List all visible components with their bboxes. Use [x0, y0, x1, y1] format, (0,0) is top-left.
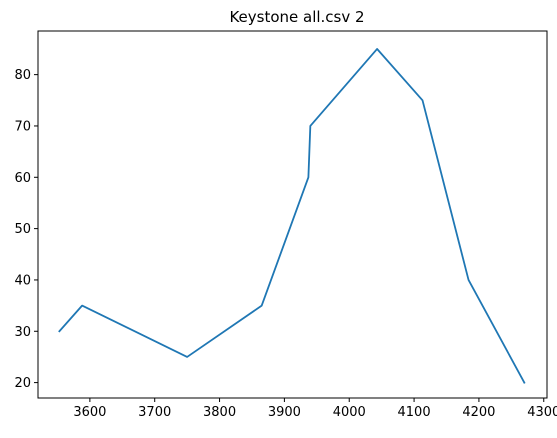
axes-frame: [37, 30, 548, 399]
chart-title: Keystone all.csv 2: [229, 8, 364, 26]
x-tick-label: 4200: [462, 405, 495, 420]
x-tick-label: 3700: [138, 405, 171, 420]
series-layer: [58, 48, 526, 384]
x-tick-label: 4100: [398, 405, 431, 420]
x-tick-label: 4300: [527, 405, 557, 420]
y-tick-label: 70: [14, 119, 31, 134]
x-tick-label: 3800: [203, 405, 236, 420]
y-tick-label: 60: [14, 171, 31, 186]
x-tick-label: 3900: [268, 405, 301, 420]
y-tick-label: 30: [14, 325, 31, 340]
x-tick-label: 4000: [333, 405, 366, 420]
axes-layer: 3600 3700 3800 3900 4000 4100 4200 4300 20 30 40 50…: [14, 30, 557, 420]
y-tick-label: 50: [14, 222, 31, 237]
series-line-0: [58, 48, 526, 384]
x-tick-label: 3600: [73, 405, 106, 420]
y-tick-label: 40: [14, 273, 31, 288]
y-tick-label: 80: [14, 68, 31, 83]
y-tick-label: 20: [14, 376, 31, 391]
